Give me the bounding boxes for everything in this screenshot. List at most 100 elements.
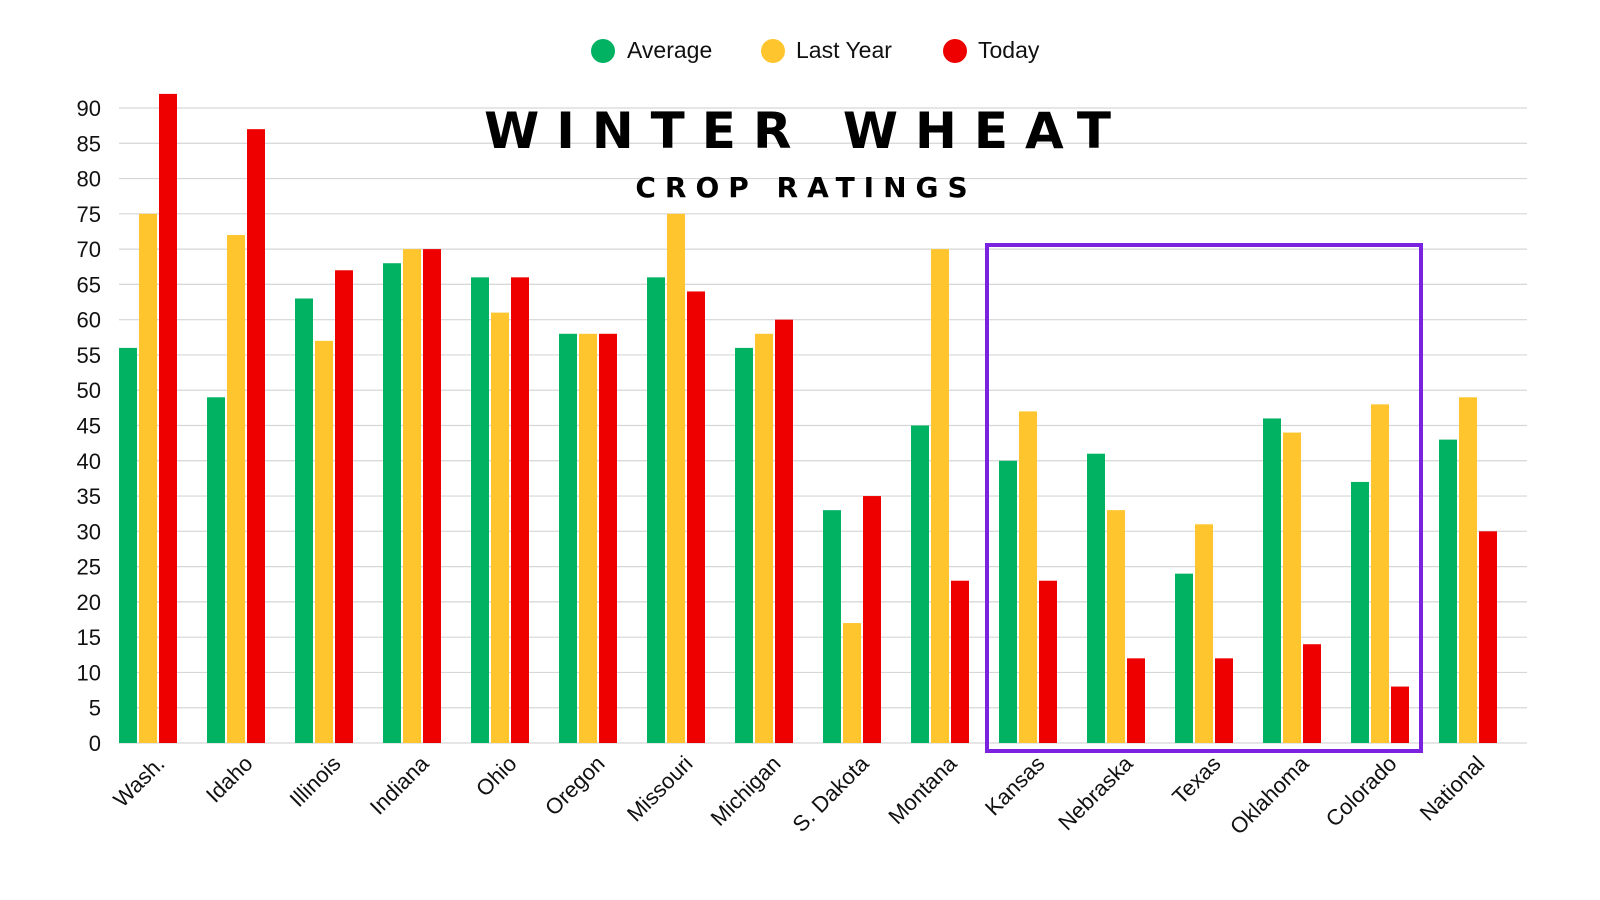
bar-national-average: [1439, 439, 1457, 743]
x-tick-label-texas: Texas: [1167, 751, 1225, 809]
y-axis-ticks: 0 5 10 15 20 25 30 35 40 45 50 55 60 65 70 75 80 85 90: [77, 96, 101, 756]
x-tick-label-missouri: Missouri: [622, 751, 698, 827]
x-tick-label-idaho: Idaho: [201, 751, 258, 808]
bar-wash-today: [159, 93, 177, 743]
x-tick-label-wash: Wash.: [108, 751, 169, 812]
bar-colorado-last-year: [1371, 404, 1389, 743]
bar-texas-last-year: [1195, 524, 1213, 743]
bar-oregon-today: [599, 333, 617, 743]
bar-indiana-today: [423, 249, 441, 743]
bar-oregon-average: [559, 333, 577, 743]
bar-s-dakota-today: [863, 496, 881, 743]
bar-ohio-average: [471, 277, 489, 743]
legend-item-last-year: Last Year: [761, 37, 892, 63]
y-tick-label-5: 5: [89, 696, 101, 721]
bar-colorado-today: [1391, 686, 1409, 743]
bar-missouri-last-year: [667, 213, 685, 744]
y-tick-label-30: 30: [77, 519, 101, 544]
bar-idaho-today: [247, 129, 265, 743]
bar-nebraska-average: [1087, 453, 1105, 743]
x-axis-labels: Wash. Idaho Illinois Indiana Ohio Oregon Misso…: [108, 750, 1489, 839]
bar-wash-average: [119, 347, 137, 743]
bar-missouri-average: [647, 277, 665, 743]
bar-s-dakota-average: [823, 510, 841, 743]
legend-label-last-year: Last Year: [796, 37, 892, 63]
x-tick-label-ohio: Ohio: [471, 751, 522, 802]
y-tick-label-10: 10: [77, 660, 101, 685]
bar-nebraska-last-year: [1107, 510, 1125, 743]
bar-michigan-average: [735, 347, 753, 743]
x-tick-label-montana: Montana: [883, 750, 962, 829]
bar-montana-average: [911, 425, 929, 743]
bar-michigan-last-year: [755, 333, 773, 743]
y-tick-label-15: 15: [77, 625, 101, 650]
bar-texas-today: [1215, 658, 1233, 743]
bar-oregon-last-year: [579, 333, 597, 743]
bar-illinois-average: [295, 298, 313, 743]
legend-item-today: Today: [943, 37, 1040, 63]
bars: [119, 93, 1497, 744]
legend-swatch-today: [943, 39, 967, 63]
x-tick-label-oklahoma: Oklahoma: [1225, 750, 1314, 839]
bar-illinois-last-year: [315, 340, 333, 743]
bar-idaho-average: [207, 397, 225, 743]
bar-nebraska-today: [1127, 658, 1145, 743]
bar-montana-last-year: [931, 249, 949, 743]
x-tick-label-illinois: Illinois: [285, 751, 346, 812]
legend-swatch-last-year: [761, 39, 785, 63]
bar-michigan-today: [775, 319, 793, 743]
y-tick-label-0: 0: [89, 731, 101, 756]
legend-item-average: Average: [591, 37, 712, 63]
y-tick-label-90: 90: [77, 96, 101, 121]
bar-oklahoma-average: [1263, 418, 1281, 743]
x-tick-label-nebraska: Nebraska: [1053, 750, 1138, 835]
chart-title: WINTER WHEAT: [484, 102, 1128, 160]
y-tick-label-55: 55: [77, 343, 101, 368]
bar-idaho-last-year: [227, 235, 245, 743]
y-tick-label-85: 85: [77, 131, 101, 156]
bar-oklahoma-last-year: [1283, 432, 1301, 743]
bar-montana-today: [951, 580, 969, 743]
bar-illinois-today: [335, 270, 353, 743]
gridlines: [119, 107, 1527, 744]
bar-kansas-average: [999, 460, 1017, 743]
bar-wash-last-year: [139, 213, 157, 744]
chart-subtitle: CROP RATINGS: [635, 171, 976, 204]
legend-swatch-average: [591, 39, 615, 63]
x-tick-label-colorado: Colorado: [1321, 751, 1402, 832]
bar-indiana-last-year: [403, 249, 421, 743]
x-tick-label-s-dakota: S. Dakota: [788, 750, 875, 837]
legend-label-average: Average: [627, 37, 712, 63]
bar-national-last-year: [1459, 397, 1477, 743]
bar-oklahoma-today: [1303, 644, 1321, 743]
y-tick-label-45: 45: [77, 414, 101, 439]
y-tick-label-65: 65: [77, 272, 101, 297]
x-tick-label-kansas: Kansas: [980, 751, 1050, 821]
y-tick-label-50: 50: [77, 378, 101, 403]
bar-kansas-last-year: [1019, 411, 1037, 743]
y-tick-label-20: 20: [77, 590, 101, 615]
bar-indiana-average: [383, 263, 401, 743]
bar-kansas-today: [1039, 580, 1057, 743]
bar-colorado-average: [1351, 481, 1369, 743]
x-tick-label-oregon: Oregon: [540, 751, 610, 821]
bar-national-today: [1479, 531, 1497, 743]
legend: Average Last Year Today: [591, 37, 1040, 63]
x-tick-label-michigan: Michigan: [706, 751, 786, 831]
bar-missouri-today: [687, 291, 705, 743]
x-tick-label-indiana: Indiana: [365, 750, 434, 819]
highlight-box: [985, 243, 1423, 753]
bar-ohio-last-year: [491, 312, 509, 743]
y-tick-label-40: 40: [77, 449, 101, 474]
bar-ohio-today: [511, 277, 529, 743]
x-tick-label-national: National: [1415, 751, 1490, 826]
y-tick-label-35: 35: [77, 484, 101, 509]
y-tick-label-25: 25: [77, 555, 101, 580]
y-tick-label-80: 80: [77, 167, 101, 192]
bar-s-dakota-last-year: [843, 623, 861, 743]
y-tick-label-70: 70: [77, 237, 101, 262]
y-tick-label-75: 75: [77, 202, 101, 227]
bar-texas-average: [1175, 573, 1193, 743]
y-tick-label-60: 60: [77, 308, 101, 333]
